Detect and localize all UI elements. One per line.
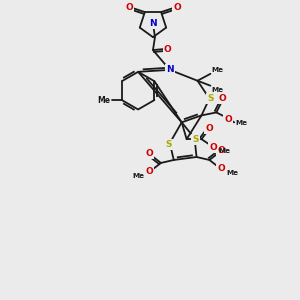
Text: Me: Me <box>132 173 144 179</box>
Text: O: O <box>206 124 213 133</box>
Text: Me: Me <box>97 96 110 105</box>
Text: O: O <box>218 94 226 103</box>
Text: O: O <box>173 3 181 12</box>
Text: Me: Me <box>212 67 224 73</box>
Text: O: O <box>224 115 232 124</box>
Text: O: O <box>209 142 217 152</box>
Text: S: S <box>166 140 172 148</box>
Text: O: O <box>218 146 225 154</box>
Text: S: S <box>192 135 199 144</box>
Text: O: O <box>125 3 133 12</box>
Text: Me: Me <box>226 170 238 176</box>
Text: O: O <box>145 167 153 176</box>
Text: O: O <box>164 45 172 54</box>
Text: O: O <box>218 164 225 173</box>
Text: N: N <box>166 65 174 74</box>
Text: Me: Me <box>235 120 247 126</box>
Text: Me: Me <box>218 148 230 154</box>
Text: Me: Me <box>212 87 224 93</box>
Text: S: S <box>207 94 214 103</box>
Text: N: N <box>149 19 157 28</box>
Text: O: O <box>145 148 153 158</box>
